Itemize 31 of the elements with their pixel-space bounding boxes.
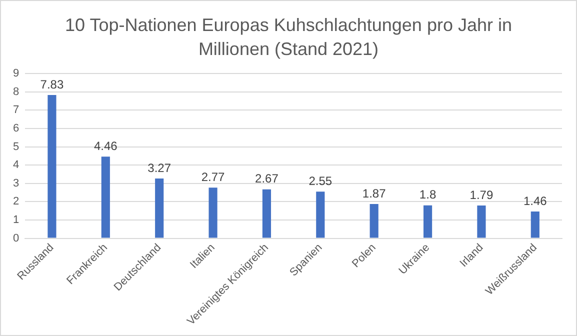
bar: [477, 206, 486, 238]
bar: [423, 205, 432, 238]
y-tick-label: 2: [12, 196, 20, 208]
y-tick-label: 0: [12, 232, 20, 244]
chart-title: 10 Top-Nationen Europas Kuhschlachtungen pro Jahr in Millionen (Stand 2021): [64, 14, 513, 61]
y-tick-label: 4: [12, 159, 20, 172]
y-tick-label: 5: [12, 140, 20, 153]
y-tick-label: 8: [12, 86, 20, 98]
data-label: 2.55: [308, 174, 332, 188]
bar: [101, 156, 110, 238]
data-label: 3.27: [148, 160, 172, 175]
bar: [48, 95, 56, 238]
data-label: 1.8: [419, 188, 436, 202]
data-label: 1.79: [470, 188, 494, 202]
y-tick-label: 1: [12, 214, 20, 226]
data-label: 2.67: [255, 172, 279, 186]
y-tick-label: 9: [12, 68, 20, 80]
y-tick-label: 3: [12, 177, 20, 190]
bar: [155, 178, 164, 238]
bar: [208, 188, 218, 238]
bar: [316, 192, 325, 238]
bar: [370, 204, 378, 238]
bar: [262, 189, 272, 238]
bar: [530, 212, 540, 238]
data-label: 1.46: [523, 194, 548, 208]
data-label: 2.77: [201, 170, 226, 184]
data-label: 1.87: [362, 186, 386, 200]
y-tick-label: 7: [12, 104, 20, 116]
y-tick-label: 6: [12, 122, 20, 135]
data-label: 7.83: [40, 77, 64, 92]
data-label: 4.46: [94, 138, 118, 153]
